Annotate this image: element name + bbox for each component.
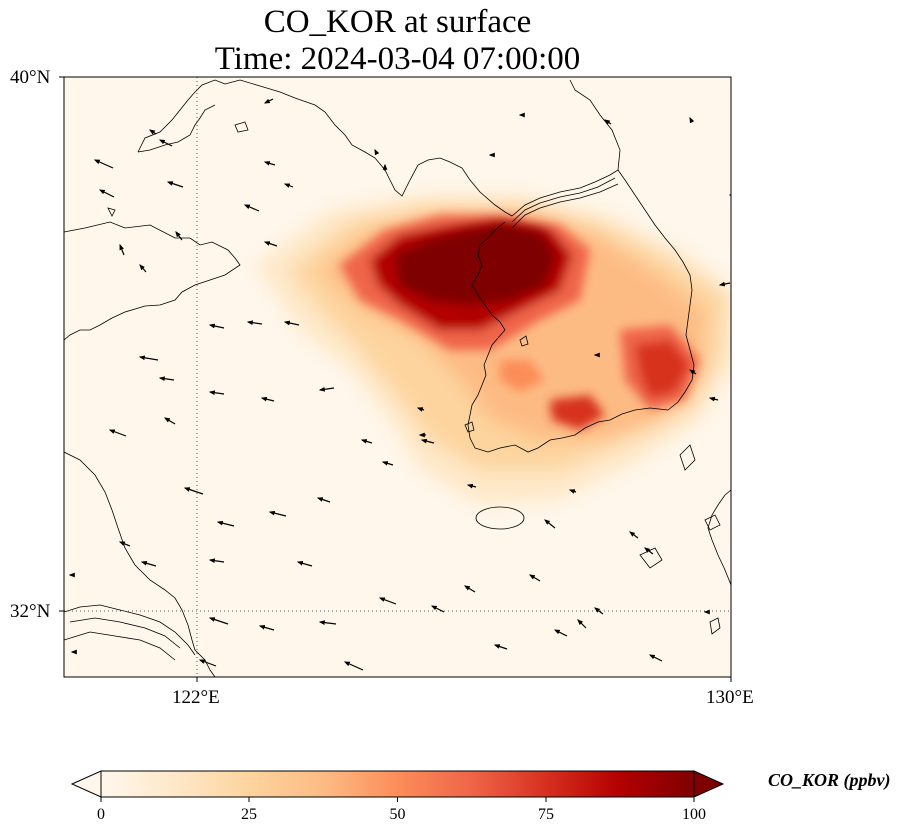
wind-arrow <box>246 320 263 326</box>
wind-arrow <box>198 659 217 667</box>
wind-arrow <box>158 376 175 382</box>
wind-arrow <box>629 531 639 539</box>
colorbar-tick-100: 100 <box>682 806 706 823</box>
wind-arrow <box>208 323 225 329</box>
wind-arrow <box>283 320 300 326</box>
wind-arrow <box>360 439 373 444</box>
map-frame <box>63 76 732 678</box>
wind-arrow <box>296 561 313 567</box>
wind-arrow <box>708 396 719 402</box>
wind-arrow <box>263 241 278 247</box>
north-china-coast <box>64 221 241 341</box>
wind-arrow <box>493 644 508 650</box>
wind-arrow <box>118 541 131 547</box>
wind-vectors <box>68 98 731 671</box>
north-korea-upper-coast <box>569 79 621 171</box>
wind-arrow <box>689 369 697 375</box>
lat-label-40n: 40°N <box>10 67 51 88</box>
wind-arrow <box>283 183 294 188</box>
wind-arrow <box>139 264 147 273</box>
wind-arrow <box>718 281 731 287</box>
colorbar-extend-min <box>70 770 102 798</box>
wind-arrow <box>93 159 114 169</box>
wind-arrow <box>263 161 276 166</box>
wind-arrow <box>374 148 380 156</box>
wind-arrow <box>689 116 695 124</box>
wind-arrow <box>318 386 335 392</box>
wind-arrow <box>208 390 225 396</box>
wind-arrow <box>108 429 127 437</box>
wind-arrow <box>381 461 394 466</box>
korea-south-coast <box>474 407 669 453</box>
wind-arrow <box>268 510 287 517</box>
liaodong-coast <box>137 79 513 217</box>
wind-arrow <box>163 417 176 425</box>
wind-arrow <box>318 620 337 625</box>
wind-arrow <box>553 629 568 637</box>
wind-arrow <box>98 189 115 198</box>
wind-arrow <box>158 139 173 147</box>
colorbar-tick-25: 25 <box>241 806 257 823</box>
wind-arrow <box>175 231 183 241</box>
wind-arrow <box>183 487 204 495</box>
wind-arrow <box>420 438 435 444</box>
wind-arrow <box>648 654 663 662</box>
jeju-island <box>475 506 525 530</box>
wind-arrow <box>430 605 445 613</box>
wind-arrow <box>258 625 275 631</box>
wind-arrow <box>544 519 556 529</box>
wind-arrow <box>166 181 184 188</box>
coastlines <box>64 79 731 677</box>
wind-arrow <box>463 585 476 593</box>
liaoning-west-coast <box>137 104 216 153</box>
map-subtitle-time: Time: 2024-03-04 07:00:00 <box>214 41 581 77</box>
wind-arrow <box>577 619 587 629</box>
wind-arrow <box>260 396 275 402</box>
lat-label-32n: 32°N <box>10 601 51 622</box>
lon-label-130e: 130°E <box>706 687 754 708</box>
yangtze-mouth <box>64 604 196 661</box>
wind-arrow <box>416 407 425 412</box>
wind-arrow <box>263 98 274 104</box>
wind-arrow <box>138 355 159 361</box>
wind-arrow <box>216 520 235 527</box>
wind-arrow <box>568 489 577 494</box>
wind-arrow <box>316 497 331 503</box>
co-concentration-field <box>255 195 731 505</box>
colorbar-gradient <box>100 770 695 798</box>
korea-northeast-coast <box>617 169 695 411</box>
china-korea-border <box>511 169 619 217</box>
shandong-coast <box>64 451 216 677</box>
wind-arrow <box>119 243 125 256</box>
wind-arrow <box>208 617 229 625</box>
wind-arrow <box>644 547 654 555</box>
colorbar <box>70 770 725 802</box>
wind-arrow <box>594 607 604 615</box>
wind-arrow <box>466 483 477 489</box>
wind-arrow <box>140 561 157 567</box>
colorbar-extend-max <box>693 770 725 798</box>
wind-arrow <box>343 661 364 671</box>
colorbar-label: CO_KOR (ppbv) <box>768 770 891 790</box>
map-title: CO_KOR at surface <box>263 4 532 40</box>
wind-arrow <box>378 597 397 605</box>
wind-arrow <box>208 558 225 564</box>
colorbar-tick-0: 0 <box>97 806 105 823</box>
colorbar-tick-50: 50 <box>389 806 406 823</box>
wind-arrow <box>149 129 157 135</box>
wind-arrow <box>528 574 541 582</box>
wind-arrow <box>243 204 260 212</box>
korea-west-coast <box>467 221 506 449</box>
wind-arrow <box>604 119 612 125</box>
japan-kyushu-coast <box>707 489 731 586</box>
colorbar-tick-75: 75 <box>538 806 554 823</box>
lon-label-122e: 122°E <box>172 687 220 708</box>
